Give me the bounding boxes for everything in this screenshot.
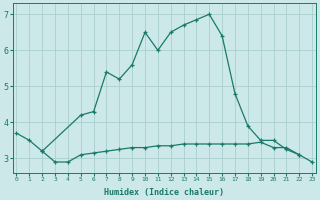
X-axis label: Humidex (Indice chaleur): Humidex (Indice chaleur) <box>104 188 224 197</box>
